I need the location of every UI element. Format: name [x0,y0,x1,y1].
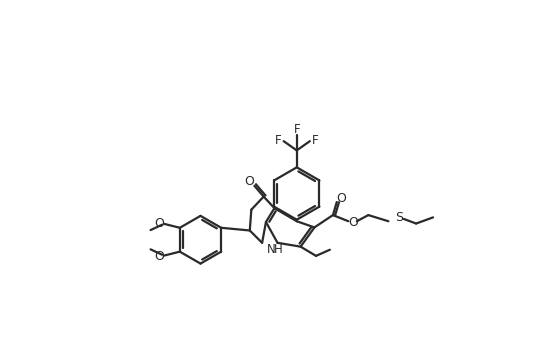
Text: F: F [312,134,319,147]
Text: N: N [267,243,276,256]
Text: O: O [154,250,164,263]
Text: F: F [275,134,282,147]
Text: O: O [244,175,254,188]
Text: O: O [336,192,347,206]
Text: O: O [348,215,358,229]
Text: H: H [274,243,283,256]
Text: O: O [154,217,164,230]
Text: F: F [294,123,300,136]
Text: S: S [395,211,403,224]
